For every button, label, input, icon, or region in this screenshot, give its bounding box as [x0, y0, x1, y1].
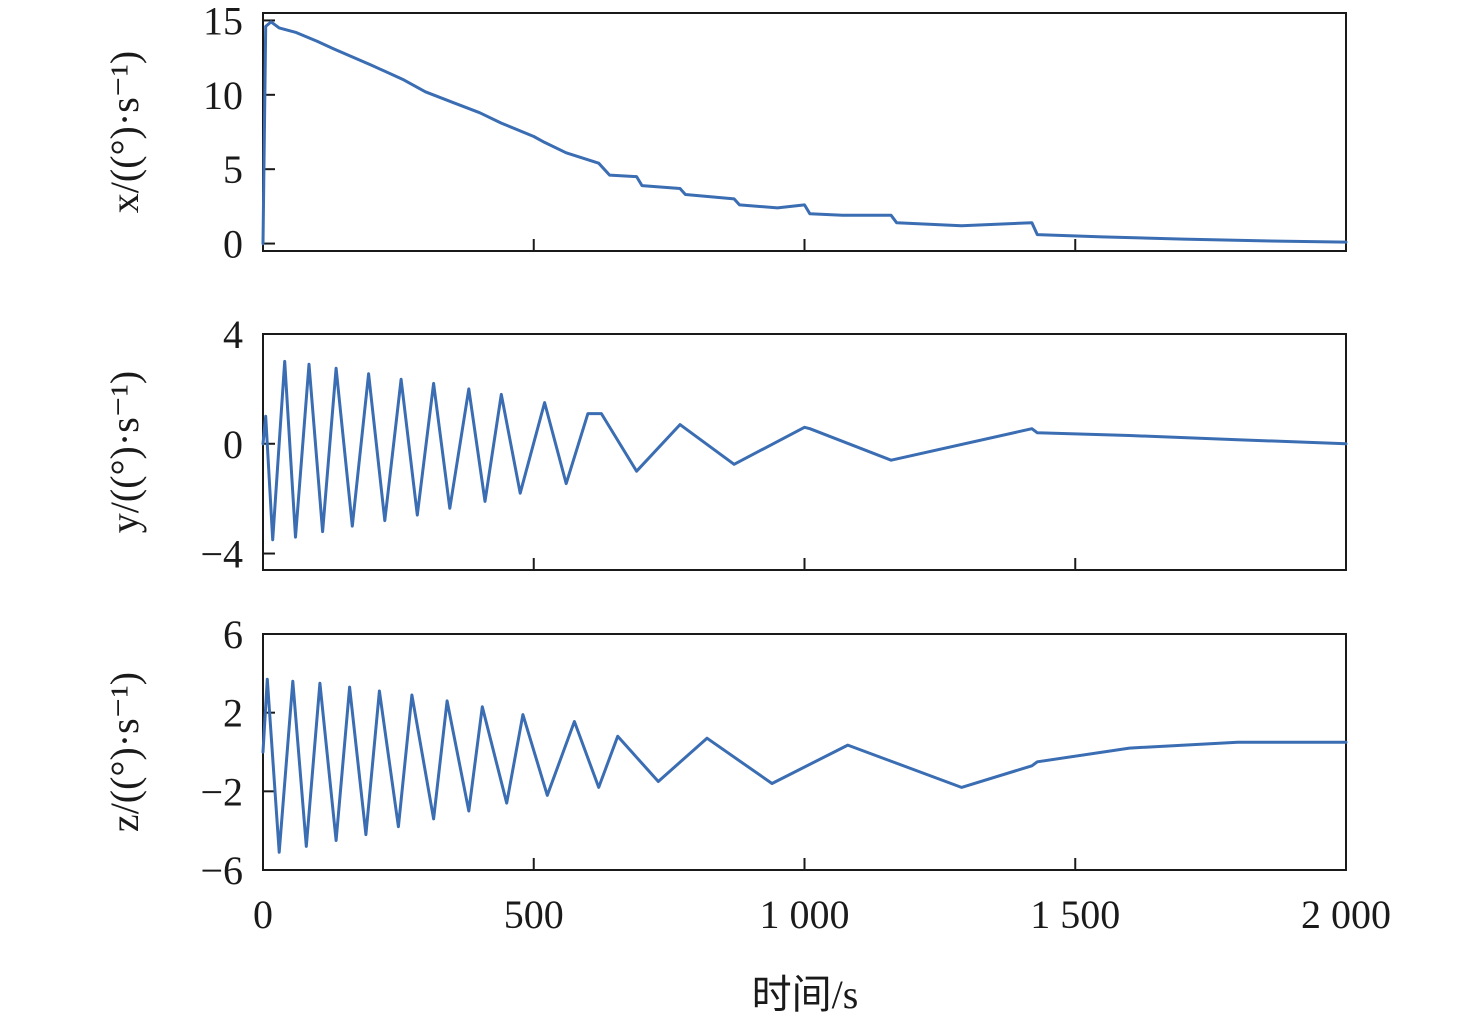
y-tick-label: −6	[200, 848, 243, 893]
x-axis-label: 时间/s	[752, 972, 859, 1017]
x-tick-labels: 0 500 1 000 1 500 2 000	[253, 892, 1391, 937]
x-tick-label: 0	[253, 892, 273, 937]
plot-frame	[262, 12, 1347, 252]
panel-3: −6 −2 2 6 z/((°)·s⁻¹)	[102, 612, 1348, 893]
panel-2: −4 0 4 y/((°)·s⁻¹)	[102, 312, 1348, 577]
y-axis-label: y/((°)·s⁻¹)	[102, 371, 147, 533]
series-line	[261, 677, 1348, 854]
y-tick-label: 5	[223, 147, 243, 192]
x-tick-label: 1 500	[1030, 892, 1120, 937]
x-tick-label: 500	[504, 892, 564, 937]
y-tick-label: 4	[223, 312, 243, 357]
y-axis-label: x/((°)·s⁻¹)	[102, 51, 147, 213]
panel-1: 0 5 10 15 x/((°)·s⁻¹)	[102, 0, 1348, 267]
plot-frame	[262, 633, 1347, 871]
series-line	[261, 20, 1348, 246]
y-tick-label: 10	[203, 73, 243, 118]
y-tick-label: −4	[200, 532, 243, 577]
y-tick-label: −2	[200, 769, 243, 814]
y-tick-label: 0	[223, 222, 243, 267]
series-line	[261, 359, 1348, 542]
y-tick-label: 0	[223, 422, 243, 467]
x-tick-label: 2 000	[1301, 892, 1391, 937]
y-tick-label: 2	[223, 691, 243, 736]
y-axis-label: z/((°)·s⁻¹)	[102, 672, 147, 832]
y-tick-label: 6	[223, 612, 243, 657]
y-tick-label: 15	[203, 0, 243, 43]
chart-panels: 0 5 10 15 x/((°)·s⁻¹) −4 0 4 y/((°)·s⁻¹) −6 −2 2 6 z/…	[102, 0, 1348, 893]
x-tick-label: 1 000	[760, 892, 850, 937]
